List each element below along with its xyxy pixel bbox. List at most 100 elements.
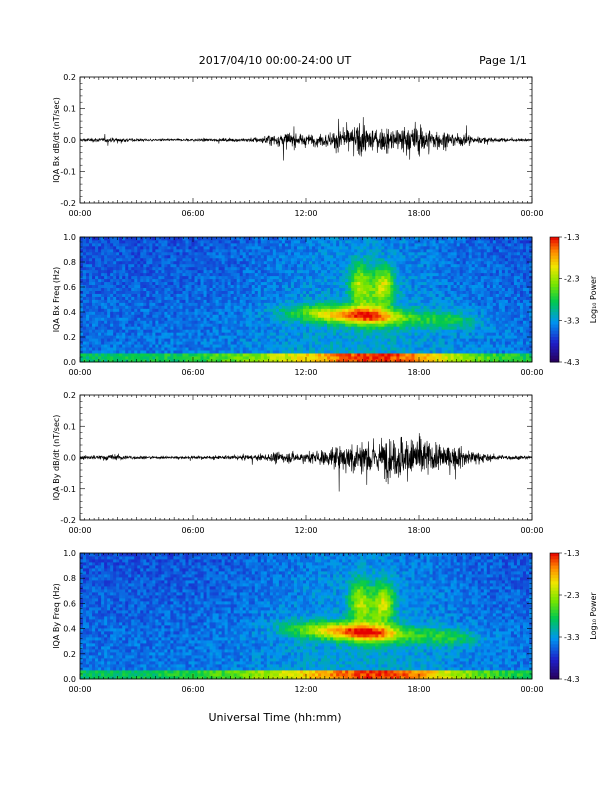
heat-cell: [459, 311, 464, 315]
heat-cell: [510, 353, 515, 357]
heat-cell: [269, 284, 274, 288]
heat-cell: [227, 299, 232, 303]
heat-cell: [200, 305, 204, 309]
heat-cell: [227, 329, 232, 333]
heat-cell: [501, 329, 506, 333]
heat-cell: [441, 272, 446, 277]
heat-cell: [221, 296, 226, 300]
heat-cell: [453, 314, 458, 318]
heat-cell: [179, 353, 183, 357]
heat-cell: [345, 266, 349, 271]
heat-cell: [330, 350, 334, 354]
heat-cell: [239, 338, 244, 342]
heat-cell: [351, 314, 355, 318]
heat-cell: [345, 284, 349, 288]
heat-cell: [390, 296, 394, 300]
heat-cell: [104, 341, 108, 345]
heat-cell: [360, 359, 364, 363]
heat-cell: [275, 305, 280, 309]
heat-cell: [315, 314, 319, 318]
heat-cell: [290, 284, 295, 288]
heat-cell: [287, 326, 292, 330]
heat-cell: [146, 287, 150, 291]
heat-cell: [429, 302, 433, 306]
heat-cell: [254, 320, 259, 324]
heat-cell: [525, 308, 530, 312]
heat-cell: [200, 269, 204, 274]
heat-cell: [423, 284, 427, 288]
heat-cell: [468, 341, 473, 345]
heat-cell: [414, 311, 418, 315]
heat-cell: [363, 272, 367, 277]
heat-cell: [321, 302, 325, 306]
heat-cell: [315, 344, 319, 348]
heat-cell: [381, 323, 385, 327]
heat-cell: [342, 290, 346, 294]
heat-cell: [519, 341, 524, 345]
heat-cell: [399, 305, 403, 309]
heat-cell: [372, 284, 376, 288]
heat-cell: [396, 353, 400, 357]
heat-cell: [302, 299, 307, 303]
heat-cell: [387, 299, 391, 303]
heat-cell: [309, 299, 313, 303]
heat-cell: [176, 341, 180, 345]
heat-cell: [176, 332, 180, 336]
heat-cell: [450, 347, 455, 351]
heat-cell: [321, 356, 325, 360]
heat-cell: [263, 299, 268, 303]
heat-cell: [345, 344, 349, 348]
heat-cell: [110, 296, 114, 300]
heat-cell: [269, 302, 274, 306]
heat-cell: [447, 323, 452, 327]
heat-cell: [501, 341, 506, 345]
heat-cell: [287, 281, 292, 286]
heat-cell: [200, 317, 204, 321]
heat-cell: [281, 284, 286, 288]
heat-cell: [137, 326, 141, 330]
heat-cell: [516, 344, 521, 348]
heat-cell: [375, 353, 379, 357]
heat-cell: [140, 299, 144, 303]
heat-cell: [471, 335, 476, 339]
heat-cell: [333, 320, 337, 324]
heat-cell: [140, 329, 144, 333]
heat-cell: [248, 272, 253, 277]
heat-cell: [158, 332, 162, 336]
heat-cell: [444, 290, 449, 294]
heat-cell: [203, 272, 207, 277]
heat-cell: [480, 287, 485, 291]
heat-cell: [513, 347, 518, 351]
heat-cell: [402, 332, 406, 336]
heat-cell: [324, 269, 328, 274]
heat-cell: [269, 287, 274, 291]
heat-cell: [218, 347, 223, 351]
heat-cell: [266, 344, 271, 348]
heat-cell: [366, 287, 370, 291]
heat-cell: [104, 266, 108, 271]
heat-cell: [116, 314, 120, 318]
heat-cell: [116, 332, 120, 336]
heat-cell: [309, 311, 313, 315]
heat-cell: [438, 281, 442, 286]
heat-cell: [104, 272, 108, 277]
heat-cell: [336, 311, 340, 315]
heat-cell: [351, 353, 355, 357]
heat-cell: [423, 311, 427, 315]
heat-cell: [447, 317, 452, 321]
heat-cell: [206, 302, 210, 306]
heat-cell: [453, 302, 458, 306]
heat-cell: [414, 326, 418, 330]
heat-cell: [230, 281, 235, 286]
heat-cell: [245, 269, 250, 274]
heat-cell: [465, 311, 470, 315]
heat-cell: [122, 320, 126, 324]
heat-cell: [441, 305, 446, 309]
heat-cell: [173, 293, 177, 297]
heat-cell: [125, 347, 129, 351]
heat-cell: [212, 317, 216, 321]
heat-cell: [351, 350, 355, 354]
heat-cell: [215, 308, 220, 312]
heat-cell: [327, 269, 331, 274]
heat-cell: [155, 272, 159, 277]
